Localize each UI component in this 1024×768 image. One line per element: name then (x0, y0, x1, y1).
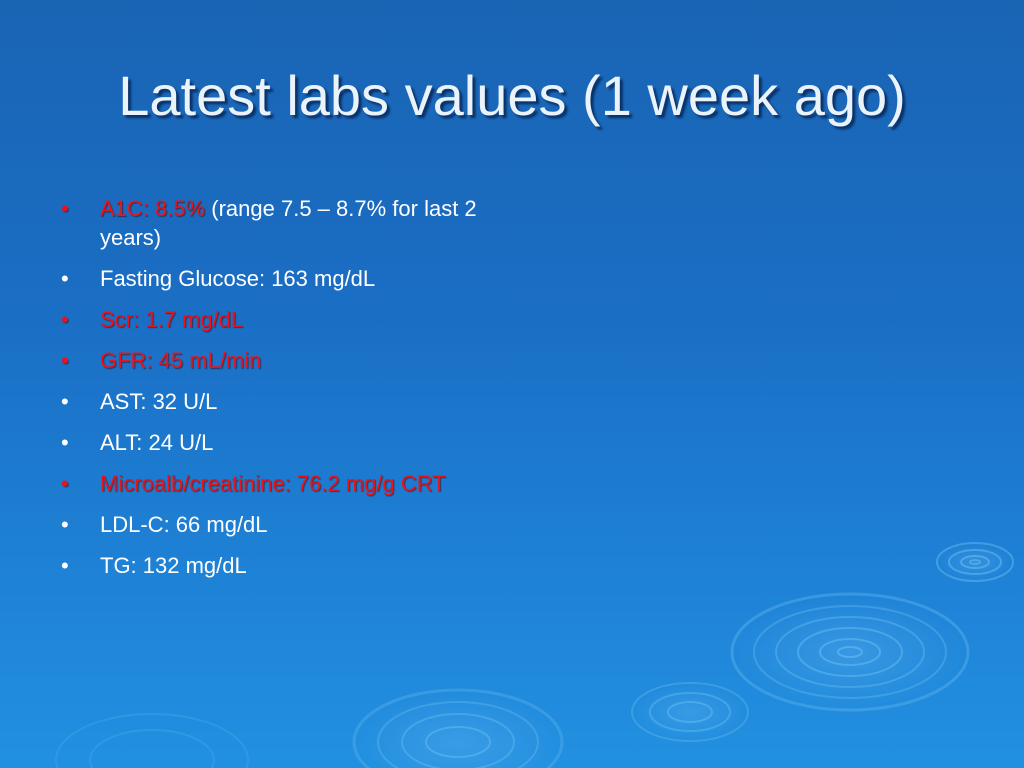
lab-item-text: Scr: 1.7 mg/dL (100, 307, 244, 332)
lab-item-ldl-c: • LDL-C: 66 mg/dL (58, 510, 518, 539)
bullet-marker: • (61, 430, 69, 455)
lab-item-text: TG: 132 mg/dL (100, 553, 247, 578)
bullet-marker: • (61, 307, 69, 332)
bullet-marker: • (61, 512, 69, 537)
lab-item-text: LDL-C: 66 mg/dL (100, 512, 268, 537)
lab-item-gfr: • GFR: 45 mL/min (58, 346, 518, 375)
lab-item-microalbumin-creatinine: • Microalb/creatinine: 76.2 mg/g CRT (58, 469, 518, 498)
lab-item-ast: • AST: 32 U/L (58, 387, 518, 416)
lab-item-tg: • TG: 132 mg/dL (58, 551, 518, 580)
slide-title: Latest labs values (1 week ago) (118, 64, 906, 127)
bullet-marker: • (61, 348, 69, 373)
bullet-marker: • (61, 389, 69, 414)
lab-item-text: Fasting Glucose: 163 mg/dL (100, 266, 376, 291)
lab-values-list: • A1C: 8.5% (range 7.5 – 8.7% for last 2… (58, 194, 518, 592)
lab-item-text: GFR: 45 mL/min (100, 348, 262, 373)
lab-item-fasting-glucose: • Fasting Glucose: 163 mg/dL (58, 264, 518, 293)
a1c-range-note: (range 7.5 – 8.7% for last 2 years) (100, 196, 477, 250)
lab-item-text: ALT: 24 U/L (100, 430, 214, 455)
a1c-value-highlight: A1C: 8.5% (100, 196, 206, 221)
lab-item-scr: • Scr: 1.7 mg/dL (58, 305, 518, 334)
bullet-marker: • (61, 553, 69, 578)
lab-item-text: AST: 32 U/L (100, 389, 218, 414)
bullet-marker: • (61, 471, 69, 496)
bullet-marker: • (61, 196, 69, 221)
lab-item-text: Microalb/creatinine: 76.2 mg/g CRT (100, 471, 446, 496)
bullet-marker: • (61, 266, 69, 291)
lab-item-alt: • ALT: 24 U/L (58, 428, 518, 457)
lab-item-a1c: • A1C: 8.5% (range 7.5 – 8.7% for last 2… (58, 194, 518, 252)
